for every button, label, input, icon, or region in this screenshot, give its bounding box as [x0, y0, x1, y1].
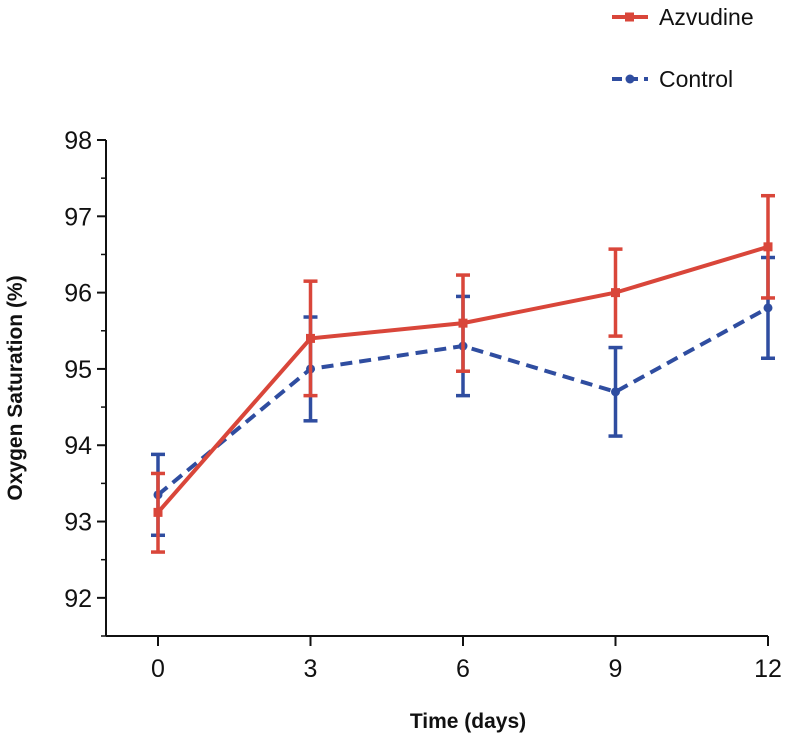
y-tick-label: 95: [64, 356, 92, 384]
legend-label: Azvudine: [659, 4, 754, 30]
x-tick-label: 9: [609, 655, 623, 683]
data-point-azvudine: [306, 333, 315, 343]
legend: Azvudine Control: [612, 4, 754, 92]
x-axis-title: Time (days): [410, 710, 526, 733]
y-tick-label: 93: [64, 509, 92, 537]
x-tick-label: 6: [456, 655, 470, 683]
data-point-azvudine: [153, 507, 163, 517]
legend-item-azvudine: Azvudine: [612, 4, 754, 30]
data-point-control: [611, 387, 620, 397]
y-tick-label: 96: [64, 280, 92, 308]
data-point-azvudine: [763, 242, 773, 252]
y-tick-label: 97: [64, 203, 92, 231]
y-axis-title: Oxygen Saturation (%): [4, 275, 27, 500]
legend-label: Control: [659, 66, 733, 92]
y-tick-label: 98: [64, 127, 92, 155]
data-point-azvudine: [611, 288, 620, 298]
legend-swatch-marker: [625, 74, 635, 84]
x-tick-label: 12: [754, 655, 782, 683]
y-tick-label: 92: [64, 585, 92, 613]
axes: [105, 140, 768, 637]
data-point-azvudine: [458, 318, 468, 328]
y-ticks: 92 93 94 95 96 97 98: [64, 127, 106, 637]
legend-item-control: Control: [612, 66, 733, 92]
x-ticks: 0 3 6 9 12: [151, 636, 782, 683]
legend-swatch-marker: [625, 12, 634, 22]
x-tick-label: 0: [151, 655, 165, 683]
series-layer: [151, 193, 775, 554]
y-tick-label: 94: [64, 432, 92, 460]
x-tick-label: 3: [304, 655, 318, 683]
data-point-control: [763, 303, 773, 313]
series-azvudine: [151, 193, 775, 554]
